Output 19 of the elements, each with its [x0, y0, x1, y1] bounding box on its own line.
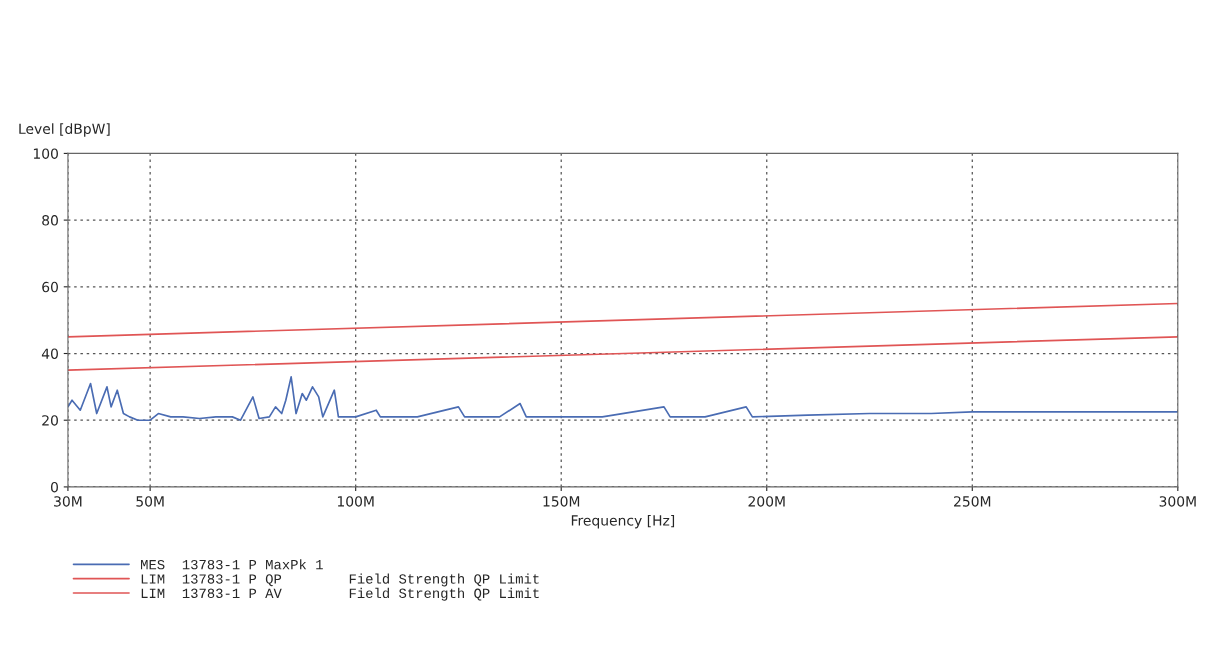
y-tick-label: 60	[42, 281, 58, 293]
x-tick-label: 50M	[136, 496, 164, 507]
x-tick-label: 200M	[748, 496, 785, 507]
x-tick-label: 150M	[543, 496, 580, 507]
y-tick-label: 0	[50, 481, 58, 493]
x-tick-label: 250M	[954, 496, 991, 507]
legend-label: LIM 13783-1 P AV Field Strength QP Limit	[141, 587, 539, 601]
y-axis-title: Level [dBpW]	[19, 123, 110, 137]
x-tick-label: 30M	[54, 496, 82, 507]
y-tick-label: 80	[42, 215, 58, 226]
y-tick-label: 40	[41, 348, 58, 359]
line-series	[67, 376, 1178, 422]
legend-label: LIM 13783-1 P QP Field Strength QP Limit	[141, 573, 539, 587]
y-tick-label: 100	[33, 148, 58, 159]
y-tick-label: 20	[42, 415, 58, 426]
x-tick-label: 100M	[337, 496, 374, 507]
x-tick-label: 300M	[1159, 496, 1196, 507]
legend-label: MES 13783-1 P MaxPk 1	[141, 559, 323, 570]
x-axis-title: Frequency [Hz]	[571, 514, 675, 529]
